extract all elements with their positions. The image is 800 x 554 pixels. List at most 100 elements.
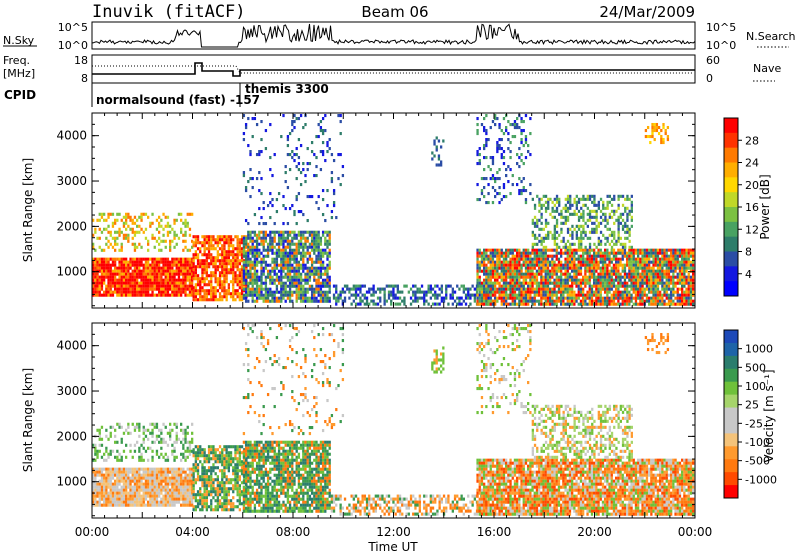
heatmap-cell [155, 257, 159, 261]
heatmap-cell [608, 260, 611, 264]
heatmap-cell [111, 491, 115, 495]
heatmap-cell [577, 263, 580, 267]
heatmap-cell [643, 278, 646, 282]
heatmap-cell [540, 221, 543, 225]
heatmap-cell [297, 284, 301, 288]
heatmap-cell [650, 296, 653, 300]
heatmap-cell [125, 272, 128, 276]
heatmap-cell [610, 197, 614, 201]
heatmap-cell [295, 287, 298, 291]
heatmap-cell [199, 241, 202, 245]
heatmap-cell [520, 287, 523, 291]
heatmap-cell [478, 281, 481, 285]
heatmap-cell [324, 266, 327, 270]
heatmap-cell [575, 275, 578, 279]
heatmap-cell [315, 284, 318, 288]
heatmap-cell [597, 248, 600, 252]
heatmap-cell [114, 287, 117, 291]
heatmap-cell [242, 281, 246, 285]
heatmap-cell [258, 293, 261, 297]
heatmap-cell [551, 200, 554, 204]
heatmap-cell [623, 287, 627, 291]
heatmap-cell [637, 272, 640, 276]
heatmap-cell [498, 287, 501, 291]
heatmap-cell [103, 263, 106, 267]
heatmap-cell [681, 272, 684, 276]
heatmap-cell [348, 290, 351, 294]
heatmap-cell [564, 245, 567, 249]
heatmap-cell [260, 260, 263, 264]
heatmap-cell [114, 281, 117, 285]
heatmap-cell [249, 195, 252, 199]
heatmap-cell [315, 230, 318, 234]
heatmap-cell [628, 266, 631, 270]
heatmap-cell [505, 174, 508, 178]
heatmap-cell [595, 218, 598, 222]
heatmap-cell [613, 236, 616, 240]
heatmap-cell [615, 263, 618, 267]
heatmap-cell [566, 239, 570, 243]
heatmap-cell [544, 263, 547, 267]
heatmap-cell [120, 281, 123, 285]
heatmap-cell [511, 278, 514, 282]
heatmap-cell [180, 272, 183, 276]
heatmap-cell [654, 296, 657, 300]
heatmap-cell [634, 251, 638, 255]
heatmap-cell [346, 287, 349, 291]
heatmap-cell [595, 227, 598, 231]
heatmap-cell [286, 260, 290, 264]
heatmap-cell [308, 233, 312, 237]
heatmap-cell [262, 269, 265, 273]
heatmap-cell [218, 262, 222, 266]
heatmap-cell [507, 302, 510, 306]
heatmap-cell [280, 266, 283, 270]
heatmap-cell [676, 254, 679, 258]
heatmap-cell [494, 114, 497, 118]
heatmap-cell [568, 257, 572, 261]
heatmap-cell [100, 470, 104, 474]
heatmap-cell [221, 244, 224, 248]
heatmap-cell [155, 275, 159, 279]
heatmap-cell [339, 293, 342, 297]
heatmap-cell [491, 254, 495, 258]
heatmap-cell [683, 260, 686, 264]
heatmap-cell [445, 293, 448, 297]
heatmap-cell [588, 272, 591, 276]
heatmap-cell [109, 497, 112, 501]
heatmap-cell [573, 281, 576, 285]
heatmap-cell [628, 239, 631, 243]
heatmap-cell [255, 296, 259, 300]
heatmap-cell [326, 254, 329, 258]
heatmap-cell [573, 248, 576, 252]
heatmap-cell [225, 238, 228, 242]
heatmap-cell [678, 296, 682, 300]
heatmap-cell [242, 287, 246, 291]
heatmap-cell [601, 275, 605, 279]
heatmap-cell [203, 298, 206, 302]
heatmap-cell [251, 245, 254, 249]
heatmap-cell [118, 248, 121, 252]
heatmap-cell [238, 238, 241, 242]
heatmap-cell [264, 260, 268, 264]
heatmap-cell [498, 126, 501, 130]
heatmap-cell [540, 272, 543, 276]
heatmap-cell [418, 296, 421, 300]
heatmap-cell [173, 272, 176, 276]
heatmap-cell [182, 221, 185, 225]
heatmap-cell [173, 263, 176, 267]
heatmap-cell [480, 290, 484, 294]
heatmap-cell [542, 254, 545, 258]
heatmap-cell [299, 245, 303, 249]
heatmap-cell [502, 281, 506, 285]
heatmap-cell [164, 266, 167, 270]
heatmap-cell [173, 269, 176, 273]
heatmap-cell [317, 299, 320, 303]
heatmap-cell [500, 198, 503, 202]
heatmap-cell [120, 269, 123, 273]
heatmap-cell [544, 293, 547, 297]
heatmap-cell [685, 251, 688, 255]
heatmap-cell [522, 284, 525, 288]
heatmap-cell [319, 239, 323, 243]
heatmap-cell [258, 260, 261, 264]
heatmap-cell [92, 260, 95, 264]
